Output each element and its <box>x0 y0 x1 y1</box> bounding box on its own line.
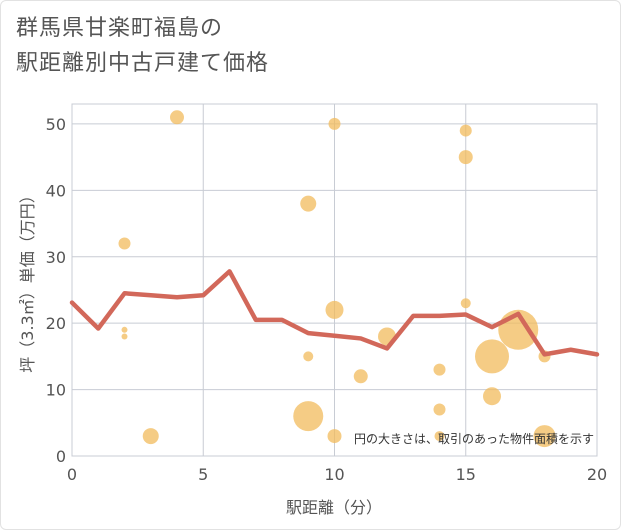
bubble-point <box>433 403 446 416</box>
bubble-point <box>533 425 556 448</box>
bubble-point <box>118 237 131 250</box>
bubble-point <box>121 333 128 340</box>
y-axis-label: 坪（3.3㎡）単価（万円） <box>18 187 37 372</box>
y-tick-label: 10 <box>46 381 66 400</box>
y-tick-label: 50 <box>46 115 66 134</box>
bubble-point <box>483 387 501 406</box>
bubble-point <box>433 363 446 376</box>
y-tick-label: 30 <box>46 248 66 267</box>
x-tick-label: 0 <box>67 465 77 484</box>
x-axis-label: 駅距離（分） <box>286 498 382 517</box>
bubble-point <box>325 300 344 319</box>
y-tick-label: 40 <box>46 181 66 200</box>
bubble-point <box>327 429 342 444</box>
y-tick-label: 20 <box>46 314 66 333</box>
bubble-point <box>300 195 317 212</box>
chart-title-line-2: 駅距離別中古戸建て価格 <box>16 51 270 76</box>
bubble-point <box>475 339 509 374</box>
x-tick-label: 20 <box>587 465 607 484</box>
bubble-point <box>170 110 184 125</box>
bubble-point <box>458 150 473 165</box>
bubble-point <box>328 117 341 130</box>
bubble-point <box>434 431 445 442</box>
chart-title: 群馬県甘楽町福島の 駅距離別中古戸建て価格 <box>16 11 269 81</box>
bubble-point <box>121 326 128 333</box>
axis-ticks: 0 10 20 30 40 50 0 5 10 15 20 <box>46 115 608 484</box>
bubble-point <box>142 428 159 445</box>
x-tick-label: 5 <box>198 465 208 484</box>
bubble-point <box>459 124 472 137</box>
average-line-series <box>69 269 600 357</box>
bubble-size-note: 円の大きさは、取引のあった物件面積を示す <box>354 431 594 446</box>
x-tick-label: 10 <box>324 465 344 484</box>
y-tick-label: 0 <box>56 447 66 466</box>
chart-title-line-1: 群馬県甘楽町福島の <box>16 16 224 41</box>
bubble-point <box>353 369 368 384</box>
bubble-point <box>460 298 471 309</box>
bubble-point <box>303 351 314 362</box>
x-tick-label: 15 <box>456 465 476 484</box>
bubble-point <box>293 401 324 432</box>
average-price-line <box>69 269 600 357</box>
